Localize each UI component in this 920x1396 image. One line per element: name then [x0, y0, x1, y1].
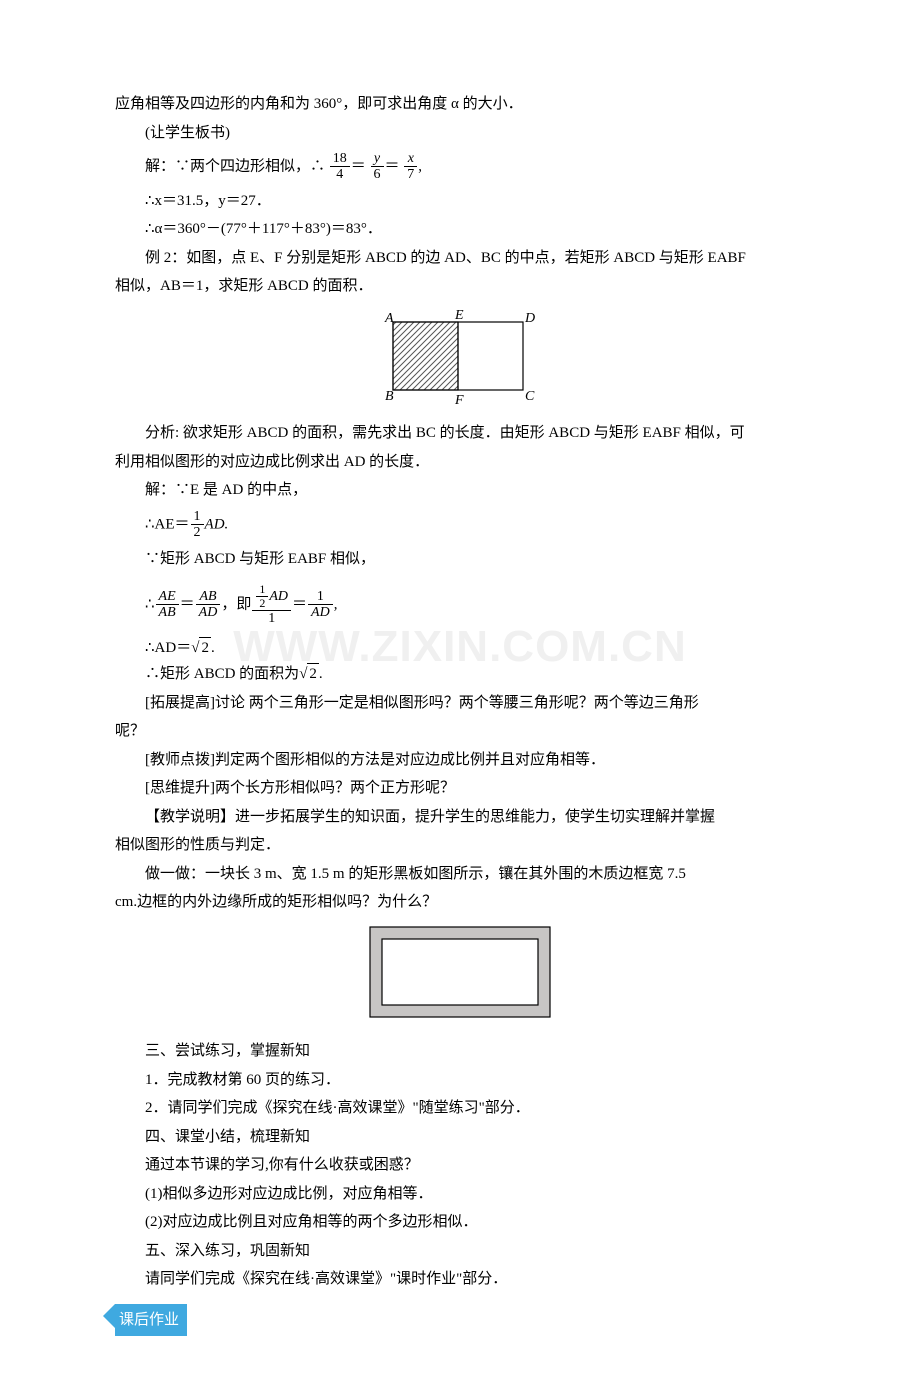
equation-2: ∴AE＝ 1 2 AD. [115, 509, 805, 541]
eq3-frac-c: 12AD 1 [252, 583, 291, 627]
para-1: 应角相等及四边形的内角和为 360°，即可求出角度 α 的大小． [115, 90, 805, 119]
para-7: 分析: 欲求矩形 ABCD 的面积，需先求出 BC 的长度．由矩形 ABCD 与… [115, 419, 805, 448]
section-5-item1: 请同学们完成《探究在线·高效课堂》"课时作业"部分． [115, 1265, 805, 1294]
equation-4: ∴AD＝ 2. [115, 637, 805, 659]
frac-num: AB [196, 589, 221, 605]
eq2-prefix: ∴AE＝ [145, 516, 190, 532]
para-7b: 利用相似图形的对应边成比例求出 AD 的长度． [115, 448, 805, 477]
frac-num: x [404, 151, 417, 167]
para-4: ∴x＝31.5，y＝27． [115, 187, 805, 216]
figure-blackboard [115, 925, 805, 1030]
eq3-prefix: ∴ [145, 596, 155, 612]
frac-num: 18 [330, 151, 350, 167]
eq1-prefix: 解：∵两个四边形相似，∴ [145, 158, 325, 174]
eq2-suffix: AD. [205, 516, 229, 532]
para-10: ∵矩形 ABCD 与矩形 EABF 相似， [115, 545, 805, 574]
frac-num: y [371, 151, 384, 167]
eq4-suffix: . [211, 640, 215, 656]
radicand: 2 [307, 663, 319, 685]
frac-den: 1 [252, 611, 291, 626]
eq1-frac3: x 7 [404, 151, 417, 183]
para-18: 做一做：一块长 3 m、宽 1.5 m 的矩形黑板如图所示，镶在其外围的木质边框… [115, 860, 805, 889]
para-18b: cm.边框的内外边缘所成的矩形相似吗？为什么？ [115, 888, 805, 917]
para-5: ∴α＝360°－(77°＋117°＋83°)＝83°． [115, 215, 805, 244]
eq3-mid: ，即 [221, 596, 251, 612]
section-4-item1: 通过本节课的学习,你有什么收获或困惑？ [115, 1151, 805, 1180]
frac-den: AD [196, 605, 221, 620]
para-8: 解：∵E 是 AD 的中点， [115, 476, 805, 505]
section-4-item2: (1)相似多边形对应边成比例，对应角相等． [115, 1180, 805, 1209]
para-6: 例 2：如图，点 E、F 分别是矩形 ABCD 的边 AD、BC 的中点，若矩形… [115, 244, 805, 273]
label-C: C [525, 389, 535, 404]
sqrt-2a: 2 [191, 637, 211, 659]
section-5-title: 五、深入练习，巩固新知 [115, 1237, 805, 1266]
radicand: 2 [199, 637, 211, 659]
equation-3: ∴ AE AB ＝ AB AD ，即 12AD 1 ＝ 1 AD , [115, 583, 805, 627]
homework-badge: 课后作业 [115, 1304, 187, 1337]
para-16: [思维提升]两个长方形相似吗？两个正方形呢？ [115, 774, 805, 803]
label-A: A [384, 311, 394, 326]
blackboard-svg [368, 925, 552, 1019]
frac-num: 1 [191, 509, 204, 525]
para-6b: 相似，AB＝1，求矩形 ABCD 的面积． [115, 272, 805, 301]
frac-den: 2 [191, 525, 204, 540]
rect-svg: A E D B F C [375, 307, 545, 407]
label-E: E [454, 308, 464, 323]
section-3-item1: 1．完成教材第 60 页的练习． [115, 1066, 805, 1095]
frac-den: 7 [404, 167, 417, 182]
label-D: D [524, 311, 535, 326]
text: AD [269, 589, 288, 604]
section-3-item2: 2．请同学们完成《探究在线·高效课堂》"随堂练习"部分． [115, 1094, 805, 1123]
eq5-prefix: ∴矩形 ABCD 的面积为 [145, 666, 299, 682]
para-17b: 相似图形的性质与判定． [115, 831, 805, 860]
sqrt-2b: 2 [299, 663, 319, 685]
section-4-title: 四、课堂小结，梳理新知 [115, 1123, 805, 1152]
frac-num: 1 [256, 583, 268, 597]
eq1-frac2: y 6 [371, 151, 384, 183]
eq1-frac1: 18 4 [330, 151, 350, 183]
frac-den: 4 [330, 167, 350, 182]
frac-den: AD [308, 605, 333, 620]
frac-num: AE [156, 589, 179, 605]
bb-inner [382, 939, 538, 1005]
para-14: [拓展提高]讨论 两个三角形一定是相似图形吗？两个等腰三角形呢？两个等边三角形 [115, 689, 805, 718]
eq4-prefix: ∴AD＝ [145, 640, 191, 656]
section-4-item3: (2)对应边成比例且对应角相等的两个多边形相似． [115, 1208, 805, 1237]
equation-5: ∴矩形 ABCD 的面积为 2. [115, 663, 805, 685]
figure-rectangle: A E D B F C [115, 307, 805, 418]
para-17: 【教学说明】进一步拓展学生的知识面，提升学生的思维能力，使学生切实理解并掌握 [115, 803, 805, 832]
eq3-frac-b: AB AD [196, 589, 221, 621]
eq3-frac-d: 1 AD [308, 589, 333, 621]
frac-num: 1 [308, 589, 333, 605]
eq2-frac: 1 2 [191, 509, 204, 541]
para-14b: 呢？ [115, 717, 805, 746]
frac-den: 2 [256, 597, 268, 610]
frac-num-compound: 12AD [252, 583, 291, 611]
label-B: B [385, 389, 394, 404]
equation-1: 解：∵两个四边形相似，∴ 18 4 ＝ y 6 ＝ x 7 , [115, 151, 805, 183]
frac-den: AB [156, 605, 179, 620]
label-F: F [454, 393, 464, 407]
para-2: (让学生板书) [115, 119, 805, 148]
eq5-suffix: . [319, 666, 323, 682]
inner-frac: 12 [256, 583, 268, 610]
document-content: 应角相等及四边形的内角和为 360°，即可求出角度 α 的大小． (让学生板书)… [115, 90, 805, 1336]
frac-den: 6 [371, 167, 384, 182]
eq3-frac-a: AE AB [156, 589, 179, 621]
section-3-title: 三、尝试练习，掌握新知 [115, 1037, 805, 1066]
homework-badge-wrap: 课后作业 [115, 1294, 805, 1337]
para-15: [教师点拨]判定两个图形相似的方法是对应边成比例并且对应角相等． [115, 746, 805, 775]
